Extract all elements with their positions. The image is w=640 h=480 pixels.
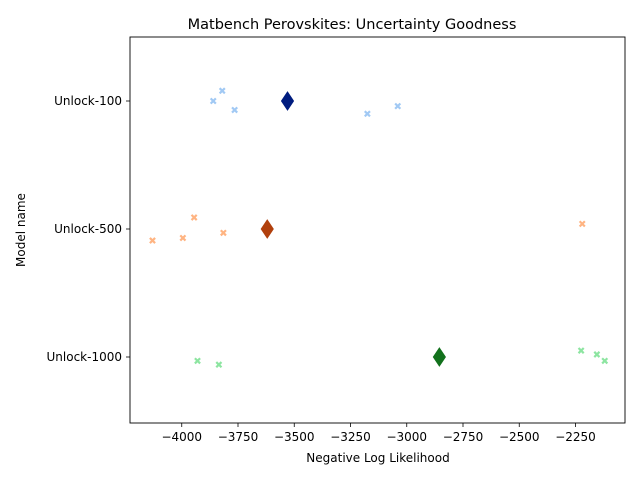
data-point-marker — [194, 357, 201, 365]
data-point-marker — [601, 357, 609, 365]
data-point-marker — [215, 361, 223, 369]
chart-title: Matbench Perovskites: Uncertainty Goodne… — [188, 17, 517, 33]
y-tick-label: Unlock-1000 — [47, 350, 122, 364]
data-point-marker — [363, 110, 371, 118]
mean-diamond-marker — [260, 219, 274, 239]
plot-frame — [129, 36, 626, 424]
x-tick-label: −4000 — [161, 430, 202, 444]
plot-area — [149, 87, 609, 369]
data-point-marker — [578, 220, 586, 228]
data-point-marker — [190, 214, 198, 221]
data-point-marker — [218, 87, 226, 95]
x-tick-label: −3500 — [274, 430, 315, 444]
data-point-marker — [149, 237, 156, 244]
data-point-marker — [219, 229, 227, 237]
mean-diamond-marker — [432, 347, 446, 367]
y-tick-label: Unlock-500 — [54, 222, 122, 236]
y-axis-label: Model name — [14, 193, 28, 267]
data-point-marker — [394, 102, 402, 110]
y-tick-label: Unlock-100 — [54, 94, 122, 108]
mean-diamond-marker — [280, 91, 295, 111]
x-tick-label: −2500 — [499, 430, 540, 444]
y-axis: Unlock-100 Unlock-500 Unlock-1000 — [47, 94, 130, 364]
data-point-marker — [593, 351, 601, 358]
x-axis-label: Negative Log Likelihood — [306, 451, 449, 465]
x-tick-label: −2250 — [555, 430, 596, 444]
x-axis: −4000 −3750 −3500 −3250 −3000 −2750 −2500 −2250 — [161, 423, 596, 444]
x-tick-label: −3000 — [386, 430, 427, 444]
data-point-marker — [179, 234, 187, 242]
x-tick-label: −3250 — [330, 430, 371, 444]
data-point-marker — [231, 106, 239, 114]
data-point-marker — [577, 347, 585, 354]
x-tick-label: −3750 — [218, 430, 259, 444]
data-point-marker — [209, 97, 217, 105]
x-tick-label: −2750 — [443, 430, 484, 444]
